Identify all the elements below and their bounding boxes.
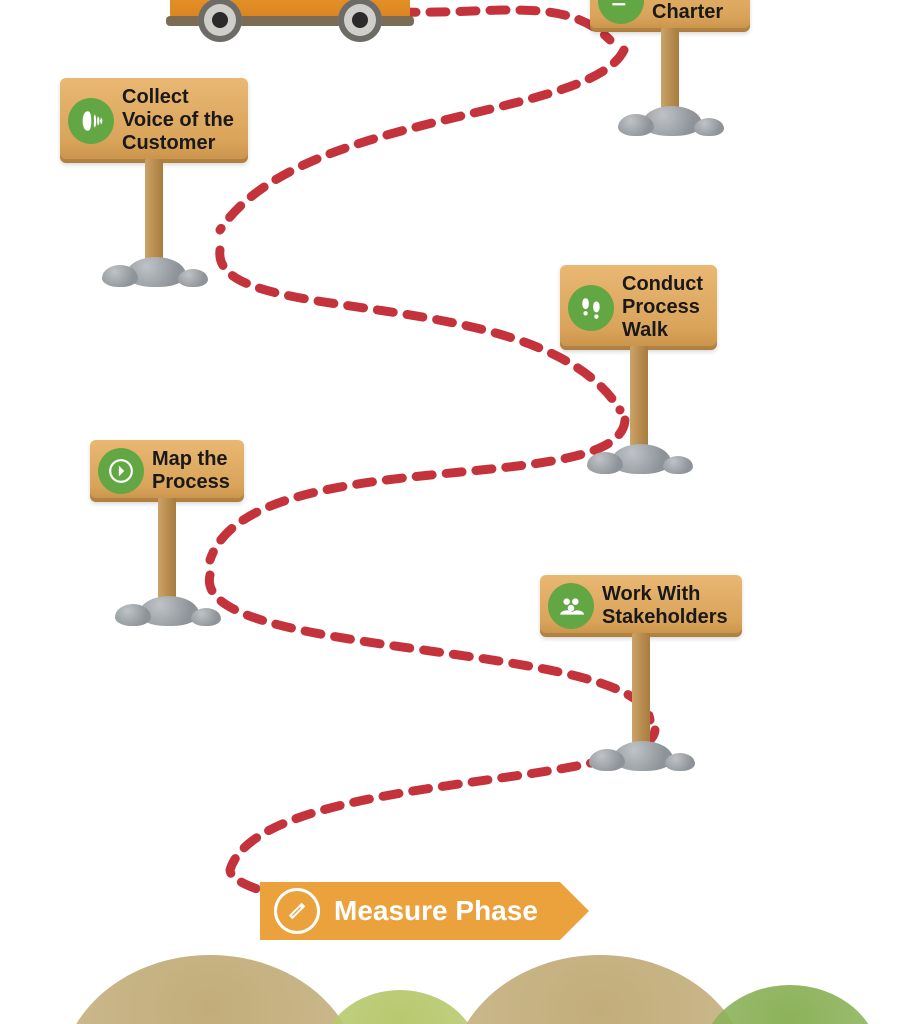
- arrow-icon: [98, 448, 144, 494]
- van-illustration: [170, 0, 410, 22]
- sign-label: Collect Voice of the Customer: [122, 86, 234, 155]
- sign-rocks: [581, 737, 701, 771]
- sign-charter: a Project Charter: [590, 0, 750, 136]
- infographic-stage: Measure Phase a Project Charter Collect V…: [0, 0, 900, 1024]
- sign-pole: [661, 28, 679, 108]
- sign-label: Work With Stakeholders: [602, 583, 728, 629]
- hill: [450, 955, 750, 1024]
- hill: [320, 990, 480, 1024]
- sign-label: Map the Process: [152, 448, 230, 494]
- people-icon: [548, 583, 594, 629]
- sign-board: Conduct Process Walk: [560, 265, 717, 350]
- voice-icon: [68, 98, 114, 144]
- sign-label: a Project Charter: [652, 0, 736, 24]
- sign-rocks: [94, 253, 214, 287]
- sign-pole: [630, 346, 648, 446]
- van-body: [170, 0, 410, 22]
- van-wheel: [338, 0, 382, 42]
- feet-icon: [568, 285, 614, 331]
- sign-pole: [145, 159, 163, 259]
- sign-voc: Collect Voice of the Customer: [60, 78, 248, 287]
- sign-stake: Work With Stakeholders: [540, 575, 742, 771]
- sign-rocks: [610, 102, 730, 136]
- sign-board: Collect Voice of the Customer: [60, 78, 248, 163]
- phase-banner: Measure Phase: [260, 882, 560, 940]
- sign-pole: [158, 498, 176, 598]
- sign-walk: Conduct Process Walk: [560, 265, 717, 474]
- sign-pole: [632, 633, 650, 743]
- list-icon: [598, 0, 644, 24]
- sign-label: Conduct Process Walk: [622, 273, 703, 342]
- sign-rocks: [107, 592, 227, 626]
- sign-rocks: [579, 440, 699, 474]
- sign-map: Map the Process: [90, 440, 244, 626]
- phase-banner-label: Measure Phase: [334, 895, 538, 927]
- hill: [700, 985, 880, 1024]
- sign-board: Work With Stakeholders: [540, 575, 742, 637]
- van-wheel: [198, 0, 242, 42]
- sign-board: Map the Process: [90, 440, 244, 502]
- ruler-icon: [274, 888, 320, 934]
- hill: [60, 955, 360, 1024]
